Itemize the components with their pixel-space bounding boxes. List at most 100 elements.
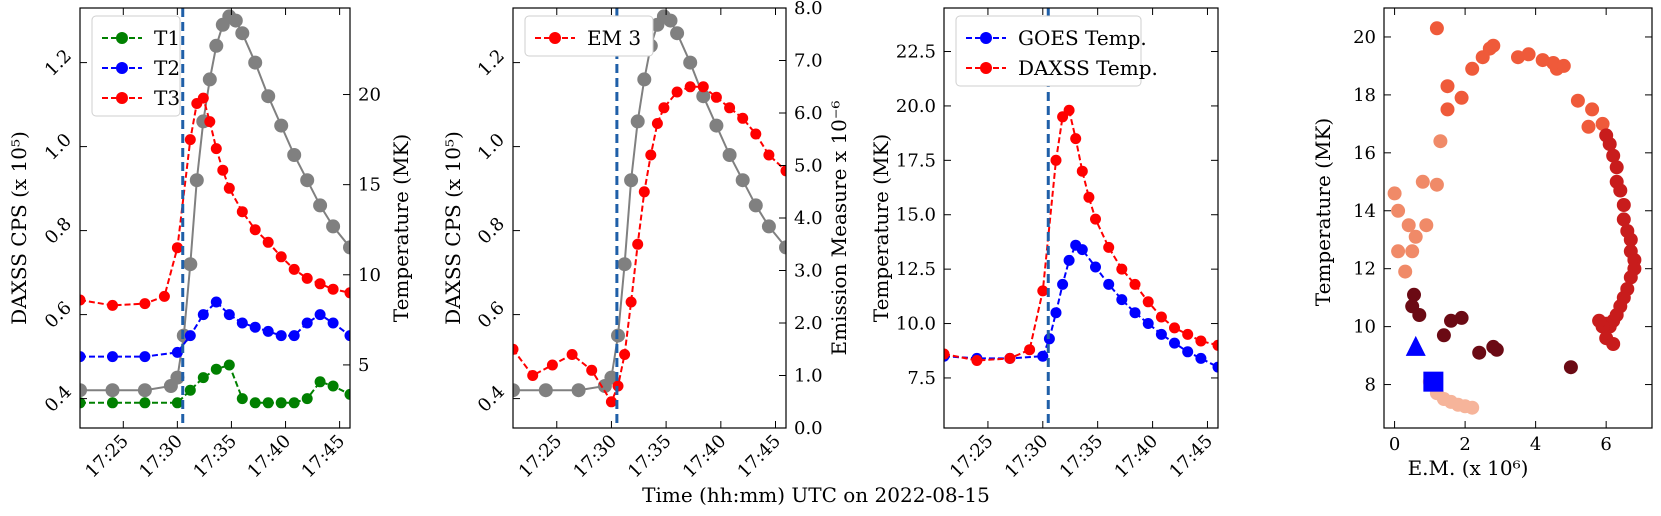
legend-label: T1 (154, 26, 180, 50)
y-tick-label: 1.2 (41, 45, 76, 80)
data-point (288, 263, 300, 275)
data-point (171, 397, 183, 409)
data-point (327, 317, 339, 329)
data-point (722, 148, 737, 162)
data-point (275, 251, 287, 263)
data-point (204, 116, 216, 128)
data-point (1440, 79, 1455, 94)
series-loop-decay (1592, 128, 1642, 351)
data-point (171, 346, 183, 358)
data-point (1440, 102, 1455, 117)
plot-area-1 (80, 8, 350, 428)
panel-1: DAXSS CPS (x 10⁵) Temperature (MK) 17:25… (7, 7, 413, 483)
data-point (1595, 116, 1610, 131)
x-tick-label: 17:25 (515, 431, 567, 483)
data-point (1556, 58, 1571, 73)
data-point (737, 112, 749, 124)
data-point (210, 143, 222, 155)
x-tick-label: 17:25 (946, 431, 998, 483)
series-t2 (80, 296, 350, 363)
data-point (624, 173, 639, 188)
panel4-xlabel: E.M. (x 10⁶) (1408, 456, 1529, 480)
data-point (1076, 244, 1088, 256)
data-point (1419, 218, 1434, 233)
data-point (1103, 278, 1115, 290)
data-point (1116, 263, 1128, 275)
x-tick-label: 17:25 (81, 431, 133, 483)
panel1-ylabel-left: DAXSS CPS (x 10⁵) (7, 131, 31, 325)
x-tick-label: 17:40 (1111, 431, 1163, 483)
data-point (1063, 104, 1075, 116)
series-t3 (80, 92, 350, 311)
data-point (1415, 174, 1430, 189)
data-point (249, 224, 261, 236)
y-tick-label: 0.8 (41, 213, 76, 248)
legend-swatch-marker (116, 62, 128, 74)
data-point (262, 236, 274, 248)
data-point (1444, 313, 1458, 328)
plot-area-2 (513, 8, 786, 428)
data-point (637, 72, 652, 87)
data-point (696, 89, 711, 104)
data-point (779, 240, 786, 255)
data-point (248, 55, 263, 70)
y-tick-label: 1.0 (474, 129, 509, 164)
data-point (1391, 203, 1406, 218)
x-tick-label: 17:45 (298, 431, 350, 483)
data-point (1037, 285, 1049, 297)
panel-4: Temperature (MK) E.M. (x 10⁶) 0 2 4 6 8 10 12 1… (1311, 7, 1653, 480)
data-point (228, 13, 243, 28)
data-point (327, 380, 339, 392)
legend: T1 T2 T3 (91, 15, 181, 117)
data-point (658, 102, 670, 114)
data-point (1521, 47, 1536, 62)
data-point (1535, 53, 1550, 68)
data-point (1585, 102, 1600, 117)
data-point (1195, 335, 1207, 347)
series-line (513, 85, 786, 404)
x-tick-label: 17:30 (569, 431, 621, 483)
y-tick-label: 15.0 (896, 205, 936, 226)
data-point (651, 118, 663, 129)
data-point (1581, 119, 1596, 134)
data-point (314, 309, 326, 321)
data-point (261, 89, 276, 104)
data-point (527, 370, 539, 381)
x-tick-label: 17:45 (734, 431, 786, 483)
legend-swatch-marker (116, 32, 128, 44)
data-point (1387, 186, 1402, 201)
data-point (197, 309, 209, 321)
data-point (630, 114, 645, 129)
data-point (249, 397, 261, 409)
y-tick-label: 14 (1353, 201, 1376, 222)
legend-swatch-marker (980, 32, 992, 44)
data-point (288, 330, 300, 342)
y-tick-label: 18 (1353, 85, 1376, 106)
data-point (107, 299, 118, 311)
y-tick-label-right: 1.0 (794, 366, 823, 387)
data-point (710, 91, 722, 103)
data-point (1083, 191, 1095, 203)
y-tick-label-right: 0.0 (794, 418, 823, 439)
end-square (1423, 371, 1444, 392)
data-point (210, 296, 222, 308)
y-tick-label: 20 (1353, 27, 1376, 48)
y-tick-label-right: 15 (358, 175, 381, 196)
data-point (1155, 311, 1167, 323)
data-point (1090, 261, 1101, 273)
data-point (1070, 133, 1082, 145)
data-point (724, 102, 736, 114)
data-point (80, 397, 86, 409)
data-point (1606, 148, 1621, 163)
data-point (137, 383, 152, 398)
x-tick-label: 17:30 (135, 431, 187, 483)
series-loop-end (1405, 287, 1578, 375)
data-point (1195, 352, 1207, 364)
data-point (586, 364, 598, 376)
data-point (223, 359, 235, 371)
data-point (638, 186, 650, 198)
data-point (1212, 339, 1218, 351)
data-point (1454, 310, 1469, 325)
y-tick-label: 7.5 (907, 368, 936, 389)
data-point (249, 321, 261, 333)
